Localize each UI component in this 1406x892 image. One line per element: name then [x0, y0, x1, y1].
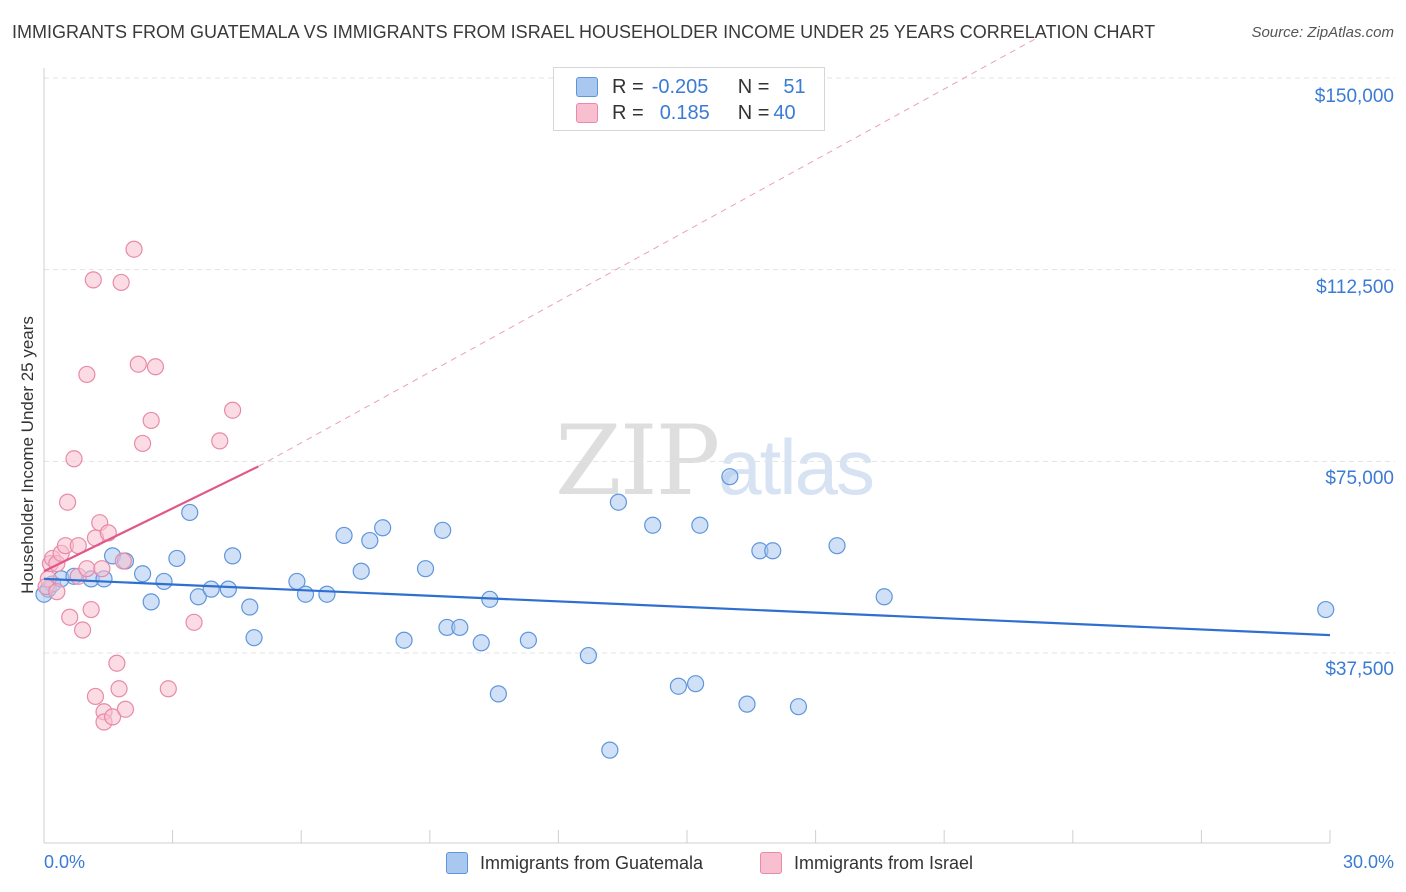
israel-point	[48, 583, 66, 601]
guatemala-point	[374, 519, 392, 537]
guatemala-point	[318, 585, 336, 603]
israel-point	[125, 240, 143, 258]
guatemala-point	[395, 631, 413, 649]
legend-item-guatemala: Immigrants from Guatemala	[446, 852, 703, 874]
guatemala-point	[155, 572, 173, 591]
chart-title: IMMIGRANTS FROM GUATEMALA VS IMMIGRANTS …	[12, 22, 1156, 42]
guatemala-point	[489, 685, 507, 703]
israel-point	[61, 608, 79, 626]
guatemala-point	[669, 677, 688, 695]
guatemala-point	[579, 646, 598, 665]
israel-point	[103, 708, 122, 726]
guatemala-point	[875, 588, 893, 606]
guatemala-trend-line	[43, 577, 1331, 637]
watermark: ZIPatlas	[555, 405, 875, 517]
israel-point	[142, 411, 160, 430]
guatemala-point	[142, 593, 160, 611]
legend-row-israel: R = 0.185 N = 40	[576, 101, 796, 125]
correlation-legend: R = -0.205 N = 51 R = 0.185 N = 40	[553, 67, 825, 131]
legend-swatch-israel	[576, 103, 598, 123]
legend-swatch-guatemala	[576, 77, 598, 97]
legend-n-value: 51	[783, 75, 806, 98]
israel-point	[133, 434, 152, 453]
guatemala-point	[609, 493, 628, 511]
guatemala-point	[434, 521, 452, 539]
israel-point	[93, 560, 111, 578]
legend-item-israel: Immigrants from Israel	[760, 852, 973, 874]
guatemala-point	[644, 516, 662, 534]
legend-label-guatemala: Immigrants from Guatemala	[480, 852, 704, 873]
guatemala-point	[245, 629, 263, 647]
legend-swatch-israel	[760, 852, 782, 874]
guatemala-point	[224, 547, 242, 565]
israel-point	[86, 687, 105, 706]
guatemala-point	[219, 580, 237, 598]
israel-point	[84, 271, 102, 289]
y-tick-label: $75,000	[1325, 468, 1394, 489]
israel-point	[78, 365, 96, 384]
guatemala-point	[789, 698, 808, 716]
guatemala-point	[721, 468, 739, 486]
guatemala-point	[1317, 600, 1335, 619]
guatemala-point	[241, 598, 259, 616]
legend-n-label: N =	[737, 101, 770, 124]
guatemala-point	[133, 565, 152, 583]
legend-n-label: N =	[737, 75, 770, 98]
israel-point	[78, 560, 96, 578]
guatemala-point	[764, 542, 782, 560]
israel-trend-line	[43, 465, 259, 573]
y-tick-label: $150,000	[1314, 86, 1394, 107]
guatemala-point	[168, 549, 186, 568]
guatemala-point	[189, 588, 207, 606]
guatemala-point	[828, 537, 846, 555]
guatemala-point	[361, 531, 379, 550]
guatemala-point	[451, 618, 469, 637]
guatemala-point	[691, 516, 709, 534]
legend-label-israel: Immigrants from Israel	[794, 852, 974, 873]
legend-r-value: 0.185	[659, 101, 710, 124]
watermark-atlas: atlas	[718, 423, 875, 511]
israel-point	[159, 680, 177, 698]
israel-point	[110, 680, 128, 698]
guatemala-point	[738, 695, 756, 713]
legend-r-label: R =	[612, 75, 644, 98]
legend-r-label: R =	[612, 101, 644, 124]
israel-point	[146, 358, 165, 376]
israel-point	[185, 613, 203, 631]
guatemala-point	[416, 560, 435, 578]
legend-row-guatemala: R = -0.205 N = 51	[576, 75, 806, 99]
israel-trend-extension	[258, 36, 1039, 467]
israel-point	[114, 552, 132, 570]
legend-swatch-guatemala	[446, 852, 468, 874]
guatemala-point	[202, 580, 220, 598]
guatemala-point	[472, 634, 490, 652]
israel-point	[112, 273, 130, 292]
guatemala-point	[335, 526, 353, 545]
legend-r-value: -0.205	[651, 75, 709, 98]
y-axis-label: Householder Income Under 25 years	[18, 316, 37, 594]
israel-point	[116, 700, 135, 718]
israel-point	[211, 432, 229, 450]
guatemala-point	[296, 585, 315, 603]
x-tick-label: 30.0%	[1342, 852, 1394, 872]
israel-point	[58, 493, 77, 511]
israel-point	[65, 450, 83, 468]
legend-n-value: 40	[773, 101, 796, 124]
x-tick-label: 0.0%	[44, 852, 86, 872]
israel-point	[82, 600, 100, 619]
y-tick-label: $112,500	[1316, 277, 1394, 298]
israel-point	[73, 621, 92, 639]
guatemala-point	[686, 675, 705, 693]
guatemala-point	[519, 631, 537, 649]
israel-point	[224, 401, 242, 419]
israel-point	[108, 654, 126, 672]
guatemala-point	[352, 562, 370, 580]
source-label: Source: ZipAtlas.com	[1251, 24, 1394, 41]
israel-point	[99, 524, 117, 542]
guatemala-point	[181, 503, 199, 522]
israel-point	[129, 355, 147, 373]
y-tick-label: $37,500	[1325, 659, 1394, 680]
guatemala-point	[601, 741, 619, 759]
